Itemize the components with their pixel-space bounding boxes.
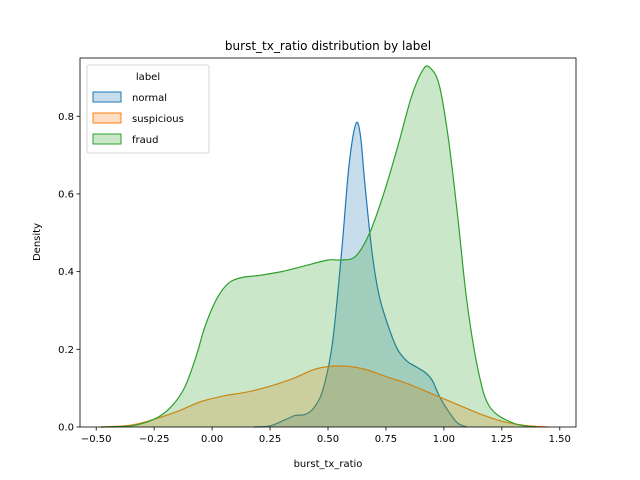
series-line-suspicious	[100, 365, 549, 428]
series-area-fraud	[100, 65, 537, 427]
legend-label-suspicious: suspicious	[132, 114, 184, 125]
x-tick-label: −0.25	[139, 434, 170, 445]
legend-swatch-fraud	[92, 133, 122, 145]
x-axis-ticks: −0.50 −0.25 0.00 0.25 0.50 0.75 1.00 1.25 1.50	[81, 427, 571, 445]
series-layer	[100, 65, 549, 428]
legend-swatch-suspicious	[92, 112, 122, 124]
x-tick-label: 0.00	[201, 434, 223, 445]
y-tick-label: 0.8	[58, 112, 74, 123]
series-area-normal	[253, 122, 468, 427]
x-axis-label: burst_tx_ratio	[294, 459, 363, 470]
y-tick-label: 0.4	[58, 267, 74, 278]
x-tick-label: −0.50	[81, 434, 112, 445]
y-axis-label: Density	[32, 223, 43, 261]
legend-box	[86, 64, 210, 154]
y-tick-label: 0.0	[58, 423, 74, 434]
x-tick-label: 0.25	[259, 434, 281, 445]
series-line-fraud	[100, 65, 537, 428]
x-tick-label: 1.00	[433, 434, 455, 445]
x-tick-label: 0.75	[375, 434, 397, 445]
series-area-suspicious	[100, 366, 549, 427]
legend-title: label	[136, 72, 160, 83]
legend-items: normal suspicious fraud	[92, 91, 184, 146]
legend-swatch-normal	[92, 91, 122, 103]
legend-label-fraud: fraud	[132, 135, 158, 146]
x-tick-label: 0.50	[317, 434, 339, 445]
x-tick-label: 1.50	[549, 434, 571, 445]
legend: label normal suspicious fraud	[86, 64, 210, 154]
legend-label-normal: normal	[132, 93, 167, 104]
y-axis-ticks: 0.0 0.2 0.4 0.6 0.8	[58, 112, 80, 434]
y-tick-label: 0.2	[58, 345, 74, 356]
y-tick-label: 0.6	[58, 189, 74, 200]
chart-title: burst_tx_ratio distribution by label	[225, 39, 431, 53]
series-line-normal	[253, 121, 468, 428]
x-tick-label: 1.25	[491, 434, 513, 445]
